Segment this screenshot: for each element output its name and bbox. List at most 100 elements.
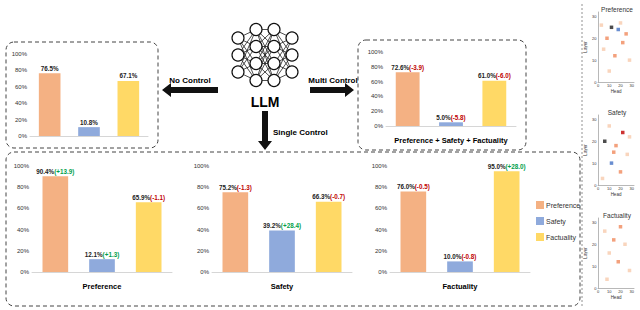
svg-text:76.5%: 76.5% (41, 65, 59, 72)
svg-text:40%: 40% (197, 227, 210, 233)
svg-text:Layer: Layer (583, 247, 588, 259)
svg-text:Single Control: Single Control (273, 128, 328, 137)
svg-text:Head: Head (611, 192, 622, 197)
svg-text:60%: 60% (371, 79, 384, 85)
svg-text:Factuality: Factuality (442, 282, 478, 291)
svg-text:61.0%: 61.0% (478, 72, 496, 79)
svg-text:(-6.0): (-6.0) (496, 72, 511, 80)
svg-text:5.0%: 5.0% (436, 114, 451, 121)
svg-text:Multi Control: Multi Control (308, 76, 357, 85)
svg-text:Layer: Layer (583, 41, 588, 53)
svg-text:20%: 20% (15, 117, 28, 123)
svg-text:0%: 0% (200, 269, 209, 275)
svg-text:10: 10 (592, 58, 597, 63)
svg-text:Head: Head (611, 295, 622, 300)
svg-text:0: 0 (594, 182, 597, 188)
svg-text:60%: 60% (15, 84, 28, 90)
svg-text:20%: 20% (375, 248, 388, 254)
svg-text:Head: Head (611, 89, 622, 94)
svg-text:Preference: Preference (601, 6, 633, 13)
svg-text:0%: 0% (374, 123, 383, 129)
svg-text:40%: 40% (15, 100, 28, 106)
svg-text:100%: 100% (194, 163, 210, 169)
svg-text:(+1.3): (+1.3) (103, 251, 120, 259)
svg-text:40%: 40% (17, 227, 30, 233)
svg-text:(-3.9): (-3.9) (409, 64, 424, 72)
svg-text:80%: 80% (375, 184, 388, 190)
svg-text:30: 30 (630, 186, 635, 191)
svg-text:60%: 60% (197, 205, 210, 211)
svg-text:(-0.5): (-0.5) (415, 183, 430, 191)
svg-text:0%: 0% (378, 269, 387, 275)
svg-text:66.3%: 66.3% (312, 193, 330, 200)
svg-text:80%: 80% (17, 184, 30, 190)
svg-text:Safety: Safety (546, 218, 566, 226)
svg-text:Preference + Safety + Factuali: Preference + Safety + Factuality (394, 136, 508, 145)
svg-text:100%: 100% (372, 163, 388, 169)
svg-text:65.9%: 65.9% (132, 194, 150, 201)
svg-text:80%: 80% (15, 67, 28, 73)
svg-text:30: 30 (630, 289, 635, 294)
svg-text:95.0%: 95.0% (488, 163, 506, 170)
svg-text:72.6%: 72.6% (391, 64, 409, 71)
svg-text:39.2%: 39.2% (263, 222, 281, 229)
svg-text:(-1.1): (-1.1) (150, 194, 165, 202)
svg-text:(-1.3): (-1.3) (237, 184, 252, 192)
svg-text:Safety: Safety (271, 282, 294, 291)
svg-text:(+13.9): (+13.9) (54, 168, 74, 176)
svg-text:10: 10 (607, 289, 612, 294)
svg-text:20%: 20% (17, 248, 30, 254)
svg-text:Safety: Safety (608, 109, 627, 117)
svg-text:30: 30 (592, 220, 597, 225)
svg-text:67.1%: 67.1% (119, 72, 137, 79)
svg-text:(-0.8): (-0.8) (461, 253, 476, 261)
svg-text:20: 20 (592, 139, 597, 144)
svg-text:20: 20 (592, 242, 597, 247)
svg-text:20: 20 (618, 186, 623, 191)
svg-text:Factuality: Factuality (546, 234, 576, 242)
svg-text:(+28.0): (+28.0) (506, 163, 526, 171)
svg-text:20: 20 (618, 83, 623, 88)
svg-text:Preference: Preference (83, 282, 122, 291)
svg-text:30: 30 (592, 117, 597, 122)
svg-text:76.0%: 76.0% (397, 183, 415, 190)
svg-text:10: 10 (592, 264, 597, 269)
svg-text:20: 20 (592, 36, 597, 41)
svg-text:(+28.4): (+28.4) (281, 222, 301, 230)
svg-text:10: 10 (592, 161, 597, 166)
svg-text:80%: 80% (197, 184, 210, 190)
svg-text:30: 30 (592, 14, 597, 19)
svg-text:75.2%: 75.2% (219, 184, 237, 191)
svg-text:0: 0 (597, 83, 600, 88)
svg-text:(-0.7): (-0.7) (330, 193, 345, 201)
svg-text:Layer: Layer (583, 144, 588, 156)
svg-text:0: 0 (594, 79, 597, 85)
svg-text:60%: 60% (375, 205, 388, 211)
svg-text:0%: 0% (20, 269, 29, 275)
svg-text:30: 30 (630, 83, 635, 88)
svg-text:100%: 100% (14, 163, 30, 169)
svg-text:20%: 20% (371, 108, 384, 114)
svg-text:20%: 20% (197, 248, 210, 254)
svg-text:100%: 100% (12, 51, 28, 57)
svg-text:10.0%: 10.0% (444, 253, 462, 260)
svg-text:Factuality: Factuality (603, 212, 632, 220)
svg-text:LLM: LLM (251, 94, 280, 110)
svg-text:0%: 0% (18, 133, 27, 139)
svg-text:12.1%: 12.1% (85, 251, 103, 258)
svg-text:0: 0 (597, 289, 600, 294)
svg-text:40%: 40% (375, 227, 388, 233)
svg-text:90.4%: 90.4% (36, 168, 54, 175)
svg-text:0: 0 (597, 186, 600, 191)
svg-text:Preference: Preference (546, 202, 580, 209)
svg-text:40%: 40% (371, 93, 384, 99)
svg-text:60%: 60% (17, 205, 30, 211)
svg-text:No Control: No Control (169, 76, 210, 85)
svg-text:80%: 80% (371, 64, 384, 70)
svg-text:10: 10 (607, 186, 612, 191)
svg-text:20: 20 (618, 289, 623, 294)
svg-text:100%: 100% (368, 49, 384, 55)
svg-text:(-5.8): (-5.8) (451, 114, 466, 122)
svg-text:10: 10 (607, 83, 612, 88)
svg-text:10.8%: 10.8% (80, 119, 98, 126)
